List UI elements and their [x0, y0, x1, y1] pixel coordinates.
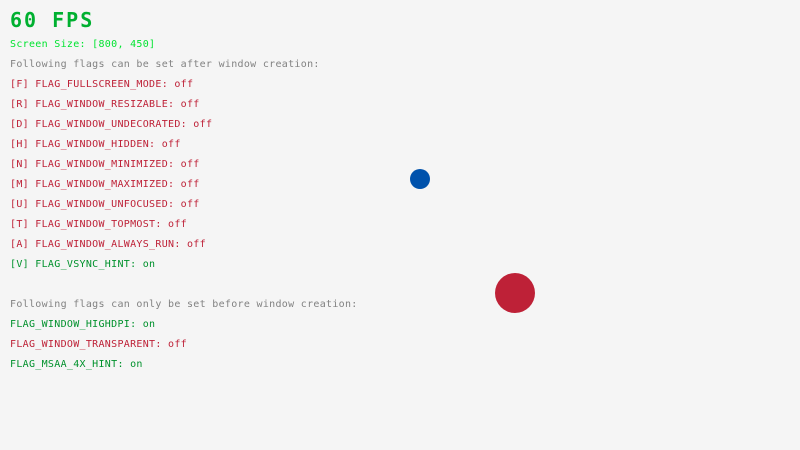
red-ball	[495, 273, 535, 313]
flag-row: [M] FLAG_WINDOW_MAXIMIZED: off	[10, 180, 200, 190]
flag-state: off	[180, 99, 200, 110]
flag-state: on	[142, 319, 156, 330]
flag-state: off	[186, 239, 206, 250]
flag-row: FLAG_WINDOW_HIGHDPI: on	[10, 320, 155, 330]
screen-size-label: Screen Size: [800, 450]	[10, 39, 156, 50]
flag-state: off	[174, 79, 194, 90]
blue-ball	[410, 169, 430, 189]
flag-name: [H] FLAG_WINDOW_HIDDEN:	[10, 139, 162, 150]
flag-row: FLAG_WINDOW_TRANSPARENT: off	[10, 340, 187, 350]
flag-name: [N] FLAG_WINDOW_MINIMIZED:	[10, 159, 181, 170]
flag-state: off	[168, 339, 187, 350]
after-creation-header: Following flags can be set after window …	[10, 59, 320, 70]
flag-state: off	[180, 159, 200, 170]
flag-row: [U] FLAG_WINDOW_UNFOCUSED: off	[10, 200, 200, 210]
flag-row: [F] FLAG_FULLSCREEN_MODE: off	[10, 80, 193, 90]
flag-row: [N] FLAG_WINDOW_MINIMIZED: off	[10, 160, 200, 170]
flag-name: [U] FLAG_WINDOW_UNFOCUSED:	[10, 199, 181, 210]
flag-name: [T] FLAG_WINDOW_TOPMOST:	[10, 219, 169, 230]
flag-state: off	[161, 139, 181, 150]
flag-name: FLAG_WINDOW_HIGHDPI:	[10, 319, 143, 330]
flag-state: on	[130, 359, 143, 370]
flag-name: FLAG_MSAA_4X_HINT:	[10, 359, 131, 370]
flag-state: on	[142, 259, 156, 270]
flag-name: [F] FLAG_FULLSCREEN_MODE:	[10, 79, 175, 90]
fps-counter: 60 FPS	[10, 8, 95, 32]
flag-state: off	[193, 119, 213, 130]
flag-row: [D] FLAG_WINDOW_UNDECORATED: off	[10, 120, 212, 130]
flag-name: FLAG_WINDOW_TRANSPARENT:	[10, 339, 169, 350]
flag-row: [A] FLAG_WINDOW_ALWAYS_RUN: off	[10, 240, 206, 250]
flag-row: [T] FLAG_WINDOW_TOPMOST: off	[10, 220, 187, 230]
flag-row: [H] FLAG_WINDOW_HIDDEN: off	[10, 140, 181, 150]
before-creation-header: Following flags can only be set before w…	[10, 299, 358, 310]
flag-name: [D] FLAG_WINDOW_UNDECORATED:	[10, 119, 194, 130]
flag-state: off	[180, 199, 200, 210]
flag-name: [R] FLAG_WINDOW_RESIZABLE:	[10, 99, 181, 110]
flag-state: off	[180, 179, 200, 190]
flag-name: [M] FLAG_WINDOW_MAXIMIZED:	[10, 179, 181, 190]
flag-state: off	[168, 219, 187, 230]
flag-name: [V] FLAG_VSYNC_HINT:	[10, 259, 143, 270]
flag-row: FLAG_MSAA_4X_HINT: on	[10, 360, 143, 370]
flag-name: [A] FLAG_WINDOW_ALWAYS_RUN:	[10, 239, 187, 250]
flag-row: [R] FLAG_WINDOW_RESIZABLE: off	[10, 100, 200, 110]
flag-row: [V] FLAG_VSYNC_HINT: on	[10, 260, 155, 270]
